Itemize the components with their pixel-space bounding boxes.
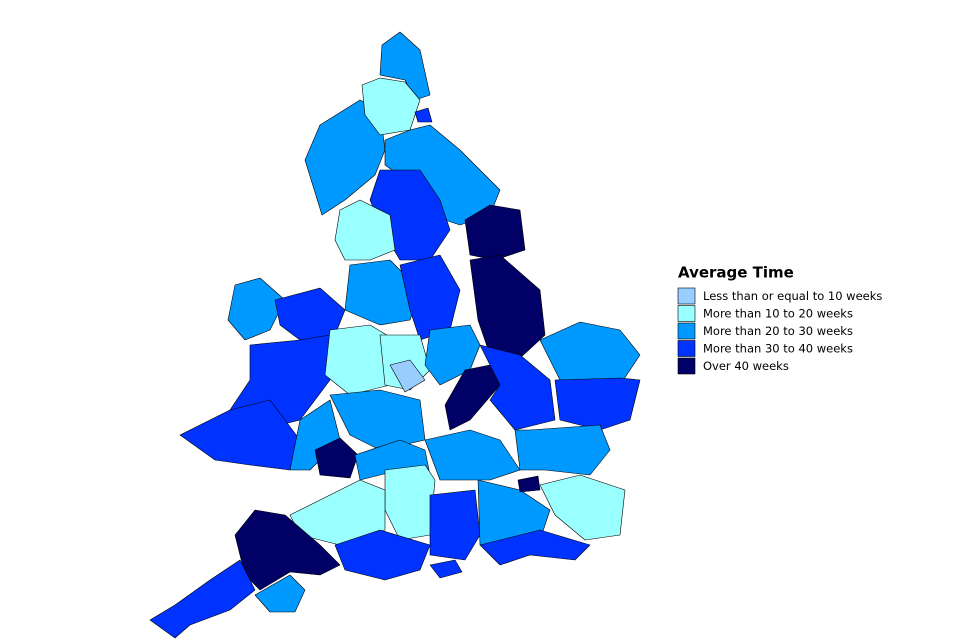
region xyxy=(254,574,306,613)
legend-label: More than 10 to 20 weeks xyxy=(703,307,853,321)
region xyxy=(469,254,546,359)
regions xyxy=(149,31,641,639)
region xyxy=(314,437,359,479)
region xyxy=(477,479,551,546)
legend-swatch xyxy=(677,287,696,305)
legend-label: Over 40 weeks xyxy=(703,359,789,373)
legend-swatch xyxy=(677,340,696,357)
region xyxy=(329,389,426,451)
legend-swatch xyxy=(677,357,696,375)
legend-swatch xyxy=(677,322,696,340)
region xyxy=(234,509,341,591)
region xyxy=(479,529,591,566)
region xyxy=(539,474,626,541)
region xyxy=(384,464,436,541)
region xyxy=(334,199,396,261)
region xyxy=(429,489,481,561)
region xyxy=(414,107,433,123)
region xyxy=(389,359,426,393)
region xyxy=(379,31,431,101)
region xyxy=(334,529,431,581)
region xyxy=(361,77,421,136)
region xyxy=(464,204,526,261)
region xyxy=(517,475,541,493)
region xyxy=(227,277,286,341)
region xyxy=(424,429,521,481)
region xyxy=(149,559,256,639)
legend-swatch xyxy=(677,305,696,322)
region xyxy=(514,424,611,476)
legend-label: Less than or equal to 10 weeks xyxy=(703,289,882,303)
region xyxy=(539,321,641,386)
legend-label: More than 30 to 40 weeks xyxy=(703,342,853,356)
legend: Less than or equal to 10 weeks More than … xyxy=(677,287,882,375)
legend-title: Average Time xyxy=(678,264,794,282)
region xyxy=(429,559,463,579)
legend-label: More than 20 to 30 weeks xyxy=(703,324,853,338)
region xyxy=(554,377,641,431)
region xyxy=(479,344,556,431)
